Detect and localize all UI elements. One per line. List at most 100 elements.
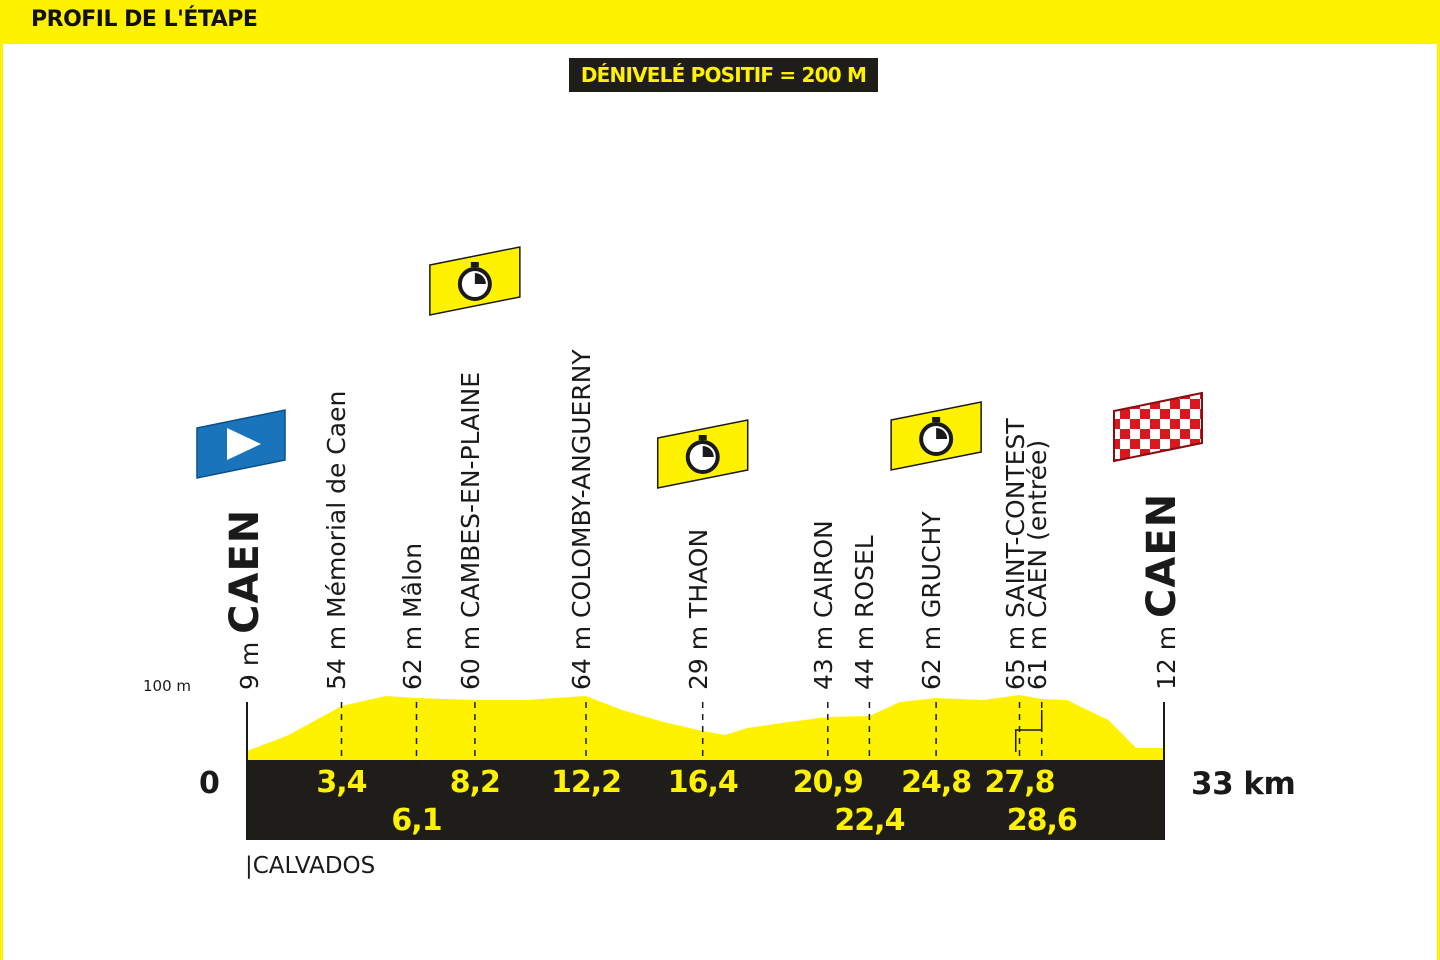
finish-check-cell (1180, 409, 1190, 419)
finish-check-cell (1120, 393, 1130, 399)
place-name: CAEN (1139, 492, 1185, 618)
km-label: 27,8 (984, 765, 1055, 800)
finish-check-cell (1170, 419, 1180, 429)
place-label: 64 m COLOMBY-ANGUERNY (567, 349, 596, 690)
finish-check-cell (1140, 429, 1150, 439)
finish-check-cell (1160, 429, 1170, 439)
finish-check-cell (1170, 439, 1180, 449)
finish-check-cell (1190, 399, 1200, 409)
place-label: 9 m CAEN (222, 508, 268, 690)
place-altitude: 12 m (1152, 617, 1181, 690)
place-label: 60 m CAMBES-EN-PLAINE (455, 371, 485, 690)
km-label: 24,8 (901, 765, 972, 800)
km-label: 6,1 (391, 803, 442, 838)
finish-check-cell (1200, 449, 1202, 459)
finish-check-cell (1190, 419, 1200, 429)
finish-check-cell (1150, 419, 1160, 429)
finish-check-cell (1120, 449, 1130, 459)
finish-check-cell (1140, 409, 1150, 419)
finish-check-cell (1150, 439, 1160, 449)
finish-check-cell (1114, 419, 1120, 429)
stopwatch-hand (936, 428, 948, 439)
place-altitude: 44 m (850, 617, 880, 690)
place-name: THAON (683, 528, 713, 618)
finish-check-cell (1120, 409, 1130, 419)
distance-band (247, 760, 1164, 840)
finish-check-cell (1130, 439, 1140, 449)
finish-check-cell (1130, 459, 1140, 461)
finish-check-cell (1170, 399, 1180, 409)
place-name: Mâlon (397, 542, 427, 618)
finish-check-cell (1110, 379, 1120, 389)
place-label: 61 m CAEN (entrée) (1022, 439, 1052, 690)
stopwatch-crown (470, 262, 479, 267)
finish-check-cell (1140, 469, 1150, 479)
finish-flag-border (1113, 391, 1203, 463)
finish-check-cell (1190, 379, 1200, 389)
finish-check-cell (1160, 469, 1170, 479)
finish-check-cell (1160, 393, 1170, 399)
entry-marker (1014, 710, 1043, 752)
place-label: 44 m ROSEL (850, 535, 880, 690)
finish-check-cell (1150, 399, 1160, 409)
finish-check-cell (1114, 399, 1120, 409)
elevation-gain-badge: DÉNIVELÉ POSITIF = 200 M (569, 58, 878, 92)
finish-check-cell (1180, 469, 1190, 479)
place-label: 12 m CAEN (1139, 492, 1185, 690)
place-name: ROSEL (850, 535, 880, 618)
km-label: 12,2 (550, 765, 622, 800)
stopwatch-crown (698, 435, 707, 440)
elevation-gain-text: DÉNIVELÉ POSITIF = 200 M (580, 63, 867, 87)
finish-check-cell (1140, 393, 1150, 399)
finish-check-cell (1150, 379, 1160, 389)
altitude-scale-label: 100 m (143, 677, 192, 695)
finish-check-cell (1160, 409, 1170, 419)
place-name: COLOMBY-ANGUERNY (567, 349, 596, 618)
finish-check-cell (1120, 429, 1130, 439)
finish-check-cell (1190, 459, 1200, 461)
place-label: 62 m GRUCHY (917, 511, 947, 690)
place-altitude: 60 m (455, 617, 485, 690)
place-label: 62 m Mâlon (397, 542, 427, 690)
km-label: 28,6 (1006, 803, 1078, 838)
place-name: GRUCHY (917, 511, 947, 618)
place-label: 29 m THAON (683, 528, 713, 690)
place-name: Mémorial de Caen (322, 390, 352, 618)
km-label: 3,4 (316, 765, 367, 800)
distance-total-label: 33 km (1191, 766, 1296, 802)
page-title: PROFIL DE L'ÉTAPE (31, 7, 258, 32)
place-name: CAEN (222, 508, 268, 634)
place-label: 54 m Mémorial de Caen (322, 390, 352, 690)
finish-flag-icon (1110, 379, 1210, 479)
finish-check-cell (1130, 379, 1140, 389)
distance-start-label: 0 (199, 766, 220, 801)
km-label: 20,9 (792, 765, 864, 800)
finish-check-cell (1180, 429, 1190, 439)
finish-check-cell (1120, 469, 1130, 479)
stopwatch-crown (932, 417, 941, 422)
finish-check-cell (1170, 379, 1180, 389)
place-altitude: 9 m (235, 633, 264, 690)
finish-check-cell (1150, 459, 1160, 461)
start-arrow-icon (227, 428, 261, 460)
department-label: |CALVADOS (245, 853, 376, 879)
km-label: 22,4 (834, 803, 905, 838)
place-name: CAIRON (808, 520, 838, 618)
finish-check-cell (1200, 469, 1210, 479)
finish-check-cell (1180, 449, 1190, 459)
place-altitude: 62 m (917, 617, 947, 690)
place-name: CAEN (entrée) (1022, 439, 1052, 618)
place-altitude: 54 m (322, 617, 352, 690)
stage-profile-chart (196, 246, 1210, 840)
place-name: CAMBES-EN-PLAINE (455, 371, 485, 618)
place-altitude: 64 m (567, 617, 596, 690)
stopwatch-hand (702, 446, 714, 457)
finish-check-cell (1170, 459, 1180, 461)
place-altitude: 43 m (808, 617, 838, 690)
elevation-profile-area (247, 695, 1164, 760)
stopwatch-hand (474, 273, 486, 284)
km-label: 8,2 (449, 765, 501, 800)
finish-check-cell (1114, 439, 1120, 449)
place-altitude: 61 m (1022, 617, 1052, 690)
